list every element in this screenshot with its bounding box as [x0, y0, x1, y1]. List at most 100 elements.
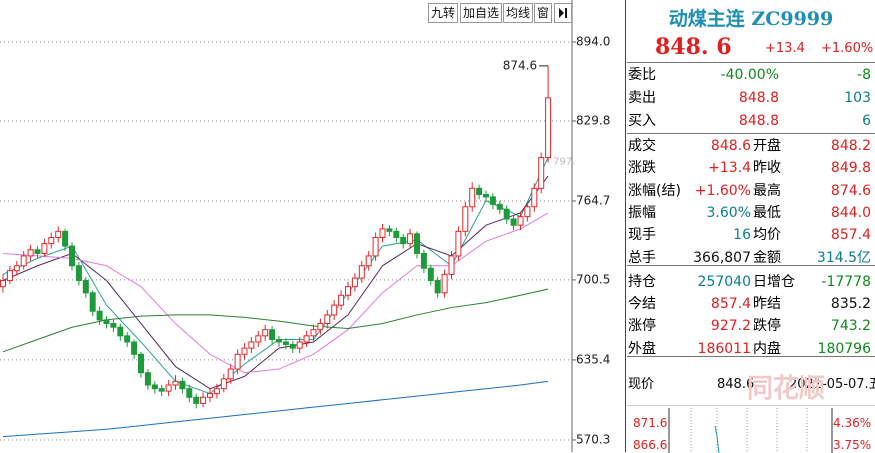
candle-body: [289, 343, 296, 349]
candle-body: [441, 273, 448, 294]
toolbar-button[interactable]: 均线: [503, 3, 534, 23]
row-label: 振幅: [628, 204, 656, 221]
candle-body: [48, 236, 55, 245]
y-tick-label: 764.7: [576, 193, 610, 207]
moving-average: [2, 212, 549, 374]
row-label: 涨幅(结): [628, 182, 681, 199]
row-value: 314.5亿: [816, 249, 871, 266]
candle-body: [420, 252, 427, 269]
row-value: 874.6: [830, 182, 871, 199]
quote-row: 外盘 186011 内盘 180796: [627, 338, 875, 360]
row-value: 848.6: [710, 138, 751, 154]
row-label: 日增仓: [753, 273, 795, 290]
row-value: 103: [844, 90, 871, 106]
candle-body: [379, 228, 386, 238]
candle-body: [269, 329, 276, 341]
moving-average: [2, 288, 549, 353]
mini-pct: 3.75%: [833, 438, 872, 452]
candle-body: [489, 196, 496, 205]
candle-body: [13, 265, 20, 272]
quote-row: 涨幅(结) +1.60% 最高 874.6: [627, 180, 875, 202]
ticker-date: 2021-05-07.五: [789, 377, 875, 392]
candle-body: [434, 280, 441, 294]
row-label: 最高: [753, 182, 781, 199]
y-tick-label: 894.0: [576, 35, 610, 49]
candle-body: [338, 294, 345, 306]
quote-row: 涨停 927.2 跌停 743.2: [627, 315, 875, 337]
candle-body: [75, 265, 82, 282]
row-value: 366,807: [693, 249, 751, 266]
candle-body: [510, 218, 517, 226]
ticker-label: 现价: [628, 377, 655, 392]
candle-body: [165, 384, 172, 392]
candle-body: [296, 341, 303, 349]
row-value: +13.4: [708, 160, 751, 177]
candle-body: [365, 255, 372, 267]
candle-body: [103, 319, 110, 325]
toolbar-collapse[interactable]: [554, 3, 572, 23]
row-label: 现手: [628, 227, 656, 244]
candle-body: [400, 236, 407, 245]
toolbar-button[interactable]: 九转: [428, 3, 459, 23]
candle-body: [255, 335, 262, 343]
divider: [627, 356, 875, 357]
toolbar-button[interactable]: 窗: [534, 3, 553, 23]
row-value: 257040: [697, 273, 751, 290]
quote-row: 今结 857.4 昨结 835.2: [627, 293, 875, 315]
row-label: 均价: [753, 227, 781, 244]
candle-body: [351, 277, 358, 288]
quote-row: 总手 366,807 金额 314.5亿: [627, 247, 875, 269]
row-value: -17778: [821, 273, 871, 290]
quote-row: 卖出 848.8 103: [627, 87, 875, 109]
candle-body: [207, 393, 213, 398]
moving-average: [2, 380, 549, 438]
candle-body: [345, 286, 351, 296]
candle-body: [427, 267, 434, 282]
quote-title: 动煤主连 ZC9999: [668, 8, 834, 30]
y-tick-label: 700.5: [576, 272, 610, 286]
candle-body: [124, 335, 131, 343]
row-label: 金额: [753, 249, 781, 266]
quote-row: 成交 848.6 开盘 848.2: [627, 135, 875, 157]
candle-body: [503, 208, 510, 220]
high-label: 874.6: [503, 58, 537, 72]
candle-body: [462, 206, 469, 232]
candle-body: [310, 329, 317, 337]
candle-body: [62, 230, 69, 247]
candle-body: [89, 292, 96, 312]
quote-row: 持仓 257040 日增仓 -17778: [627, 271, 875, 293]
row-value: -40.00%: [720, 67, 779, 83]
candle-body: [200, 396, 207, 404]
last-price: 848. 6: [655, 34, 732, 60]
candle-body: [41, 243, 48, 254]
candle-body: [476, 187, 483, 195]
candle-body: [372, 236, 379, 257]
candle-body: [227, 368, 234, 380]
candle-body: [213, 388, 220, 395]
candle-body: [193, 396, 200, 404]
quote-row: 涨跌 +13.4 昨收 849.8: [627, 157, 875, 179]
row-label: 卖出: [628, 90, 656, 106]
candle-body: [82, 280, 89, 294]
row-value: -8: [857, 67, 871, 83]
mini-pct: 4.36%: [833, 416, 872, 430]
candle-body: [131, 341, 138, 355]
candle-body: [248, 341, 255, 349]
row-label: 买入: [628, 113, 656, 129]
candle-body: [220, 378, 227, 390]
watermark: 同花顺: [747, 374, 826, 404]
candle-body: [331, 304, 338, 316]
ticker-price: 848.6: [717, 377, 755, 392]
candle-body: [69, 245, 75, 267]
row-value: 180796: [817, 340, 871, 357]
candle-body: [27, 249, 34, 257]
candle-body: [262, 329, 269, 337]
candle-body: [34, 249, 41, 254]
moving-average: [2, 175, 549, 390]
change-pct: +1.60%: [821, 41, 874, 56]
quote-row: 买入 848.8 6: [627, 110, 875, 132]
candle-body: [414, 233, 420, 254]
candle-body: [276, 339, 282, 343]
toolbar-button[interactable]: 加自选: [460, 3, 503, 23]
